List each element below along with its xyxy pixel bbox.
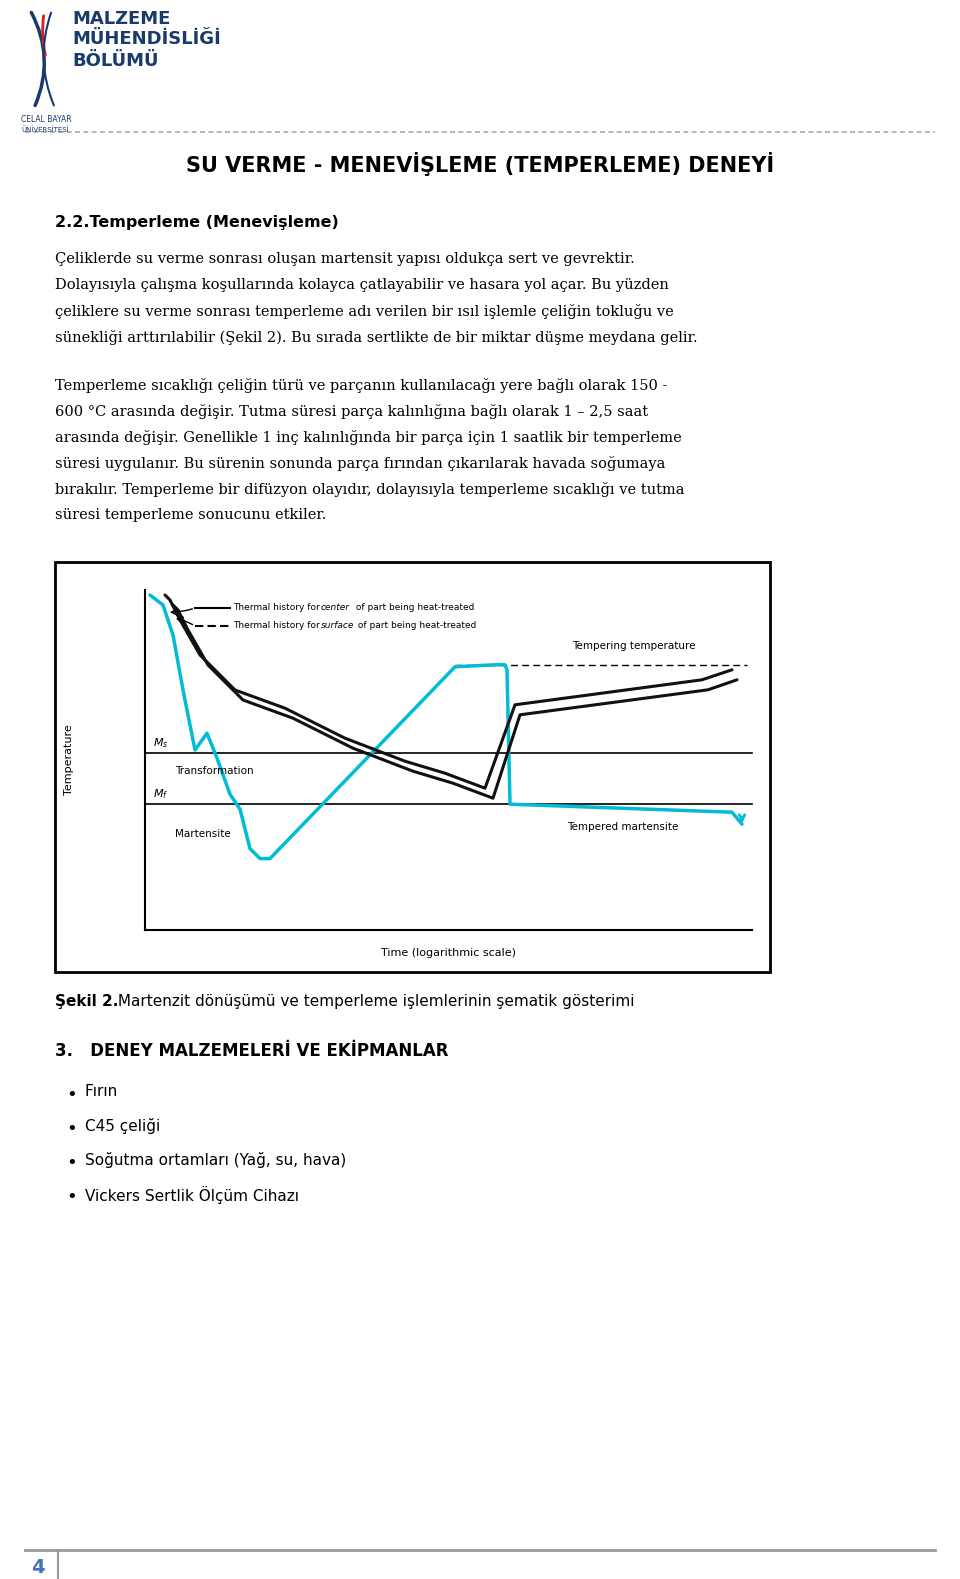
Text: •: • [66, 1120, 78, 1138]
Text: Thermal history for: Thermal history for [233, 603, 323, 613]
Text: •: • [66, 1154, 78, 1172]
Text: Soğutma ortamları (Yağ, su, hava): Soğutma ortamları (Yağ, su, hava) [85, 1153, 347, 1168]
Text: ÜNİVERSİTESİ: ÜNİVERSİTESİ [21, 126, 68, 133]
Text: 600 °C arasında değişir. Tutma süresi parça kalınlığına bağlı olarak 1 – 2,5 saa: 600 °C arasında değişir. Tutma süresi pa… [55, 404, 648, 418]
Text: MALZEME: MALZEME [72, 9, 170, 28]
Bar [55, 562, 770, 973]
Text: Martensite: Martensite [175, 829, 230, 838]
Text: 3.   DENEY MALZEMELERİ VE EKİPMANLAR: 3. DENEY MALZEMELERİ VE EKİPMANLAR [55, 1042, 448, 1060]
Text: süresi temperleme sonucunu etkiler.: süresi temperleme sonucunu etkiler. [55, 508, 326, 523]
Text: center: center [321, 603, 350, 613]
Text: süresi uygulanır. Bu sürenin sonunda parça fırından çıkarılarak havada soğumaya: süresi uygulanır. Bu sürenin sonunda par… [55, 456, 665, 471]
Text: Vickers Sertlik Ölçüm Cihazı: Vickers Sertlik Ölçüm Cihazı [85, 1186, 299, 1205]
Text: $M_s$: $M_s$ [153, 736, 168, 750]
Text: surface: surface [321, 622, 354, 630]
Text: Şekil 2.: Şekil 2. [55, 995, 118, 1009]
Text: C45 çeliği: C45 çeliği [85, 1118, 160, 1134]
Text: çeliklere su verme sonrası temperleme adı verilen bir ısıl işlemle çeliğin toklu: çeliklere su verme sonrası temperleme ad… [55, 305, 674, 319]
Text: Tempered martensite: Tempered martensite [567, 823, 679, 832]
Text: Transformation: Transformation [175, 766, 253, 775]
Text: Temperleme sıcaklığı çeliğin türü ve parçanın kullanılacağı yere bağlı olarak 15: Temperleme sıcaklığı çeliğin türü ve par… [55, 377, 667, 393]
Text: bırakılır. Temperleme bir difüzyon olayıdır, dolayısıyla temperleme sıcaklığı ve: bırakılır. Temperleme bir difüzyon olayı… [55, 482, 684, 497]
Text: Thermal history for: Thermal history for [233, 622, 323, 630]
Text: Time (logarithmic scale): Time (logarithmic scale) [381, 947, 516, 958]
Text: of part being heat-treated: of part being heat-treated [353, 603, 474, 613]
Text: 2.2.Temperleme (Menevişleme): 2.2.Temperleme (Menevişleme) [55, 215, 339, 231]
Text: Fırın: Fırın [85, 1085, 118, 1099]
Text: Temperature: Temperature [64, 725, 74, 796]
Text: sünekliği arttırılabilir (Şekil 2). Bu sırada sertlikte de bir miktar düşme meyd: sünekliği arttırılabilir (Şekil 2). Bu s… [55, 330, 698, 344]
Text: $M_f$: $M_f$ [153, 788, 168, 801]
Text: of part being heat-treated: of part being heat-treated [355, 622, 476, 630]
Text: CELAL BAYAR: CELAL BAYAR [21, 115, 72, 125]
Text: Dolayısıyla çalışma koşullarında kolayca çatlayabilir ve hasara yol açar. Bu yüz: Dolayısıyla çalışma koşullarında kolayca… [55, 278, 669, 292]
Text: BÖLÜMÜ: BÖLÜMÜ [72, 52, 158, 69]
Text: •: • [66, 1086, 78, 1104]
Text: Martenzit dönüşümü ve temperleme işlemlerinin şematik gösterimi: Martenzit dönüşümü ve temperleme işlemle… [113, 995, 635, 1009]
Text: •: • [66, 1187, 78, 1206]
Text: Çeliklerde su verme sonrası oluşan martensit yapısı oldukça sert ve gevrektir.: Çeliklerde su verme sonrası oluşan marte… [55, 253, 635, 265]
Text: Tempering temperature: Tempering temperature [572, 641, 695, 651]
Text: 4: 4 [31, 1558, 45, 1577]
Text: SU VERME - MENEVİŞLEME (TEMPERLEME) DENEYİ: SU VERME - MENEVİŞLEME (TEMPERLEME) DENE… [186, 152, 774, 175]
Text: arasında değişir. Genellikle 1 inç kalınlığında bir parça için 1 saatlik bir tem: arasında değişir. Genellikle 1 inç kalın… [55, 429, 682, 445]
Text: MÜHENDİSLİĞİ: MÜHENDİSLİĞİ [72, 30, 221, 47]
